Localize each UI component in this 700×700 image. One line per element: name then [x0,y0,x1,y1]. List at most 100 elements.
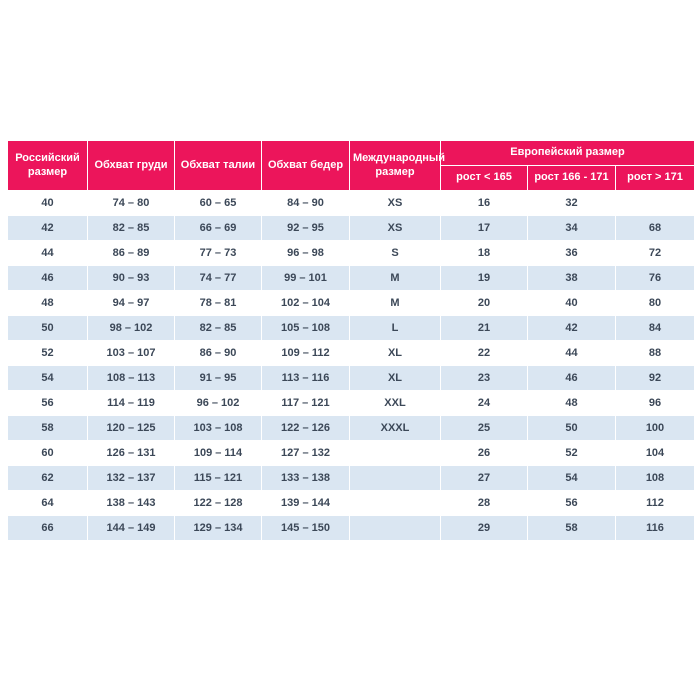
col-header-chest: Обхват груди [87,140,175,191]
table-cell: 62 [7,465,88,491]
col-header-russian-size: Российский размер [7,140,88,191]
table-cell: 46 [527,365,616,391]
table-cell: 117 – 121 [261,390,350,416]
table-cell: 112 [615,490,695,516]
table-row: 66 144 – 149 129 – 134 145 – 150 29 58 116 [7,515,695,541]
table-cell: XS [349,190,441,216]
table-cell: 139 – 144 [261,490,350,516]
header-row-main: Российский размер Обхват груди Обхват та… [7,140,695,191]
table-cell: 23 [440,365,528,391]
table-cell: 16 [440,190,528,216]
table-cell: 42 [7,215,88,241]
table-cell: 36 [527,240,616,266]
col-header-height-166-171: рост 166 - 171 [527,165,616,191]
table-row: 44 86 – 89 77 – 73 96 – 98 S 18 36 72 [7,240,695,266]
table-cell: XXL [349,390,441,416]
table-cell: 19 [440,265,528,291]
table-cell: 96 – 102 [174,390,262,416]
table-header: Российский размер Обхват груди Обхват та… [7,140,695,191]
table-cell: 92 – 95 [261,215,350,241]
table-cell: 129 – 134 [174,515,262,541]
table-cell: 48 [527,390,616,416]
table-cell: 77 – 73 [174,240,262,266]
table-cell: 102 – 104 [261,290,350,316]
col-header-waist: Обхват талии [174,140,262,191]
table-cell: 28 [440,490,528,516]
table-cell: 38 [527,265,616,291]
table-cell: 82 – 85 [174,315,262,341]
table-cell: 108 [615,465,695,491]
table-cell: 115 – 121 [174,465,262,491]
table-cell: 40 [7,190,88,216]
table-cell: M [349,265,441,291]
table-cell: 22 [440,340,528,366]
table-row: 46 90 – 93 74 – 77 99 – 101 M 19 38 76 [7,265,695,291]
table-cell: 82 – 85 [87,215,175,241]
table-cell: XL [349,365,441,391]
table-cell: 105 – 108 [261,315,350,341]
table-cell: 48 [7,290,88,316]
table-cell: 52 [527,440,616,466]
col-header-height-gt-171: рост > 171 [615,165,695,191]
table-cell: 86 – 90 [174,340,262,366]
table-cell: 92 [615,365,695,391]
table-cell: XXXL [349,415,441,441]
table-cell: 99 – 101 [261,265,350,291]
table-cell: 145 – 150 [261,515,350,541]
table-cell: 78 – 81 [174,290,262,316]
table-cell [349,465,441,491]
table-cell: 46 [7,265,88,291]
table-cell: 68 [615,215,695,241]
table-cell: 58 [527,515,616,541]
table-cell: 29 [440,515,528,541]
header-row-sub: рост < 165 рост 166 - 171 рост > 171 [8,165,695,191]
table-cell: 25 [440,415,528,441]
table-cell: 94 – 97 [87,290,175,316]
col-header-hips: Обхват бедер [261,140,350,191]
table-cell: 103 – 108 [174,415,262,441]
table-cell: 86 – 89 [87,240,175,266]
table-cell: 103 – 107 [87,340,175,366]
table-cell: 42 [527,315,616,341]
table-cell: 122 – 128 [174,490,262,516]
table-body: 40 74 – 80 60 – 65 84 – 90 XS 16 32 42 82 – 85 66… [7,190,695,541]
col-header-international-size: Международный размер [349,140,445,191]
table-cell: 126 – 131 [87,440,175,466]
table-row: 52 103 – 107 86 – 90 109 – 112 XL 22 44 88 [7,340,695,366]
table-cell: 100 [615,415,695,441]
table-cell: 80 [615,290,695,316]
table-cell: 66 – 69 [174,215,262,241]
table-cell: 120 – 125 [87,415,175,441]
table-cell: 74 – 80 [87,190,175,216]
table-cell [349,440,441,466]
table-cell: 84 – 90 [261,190,350,216]
table-cell: 109 – 112 [261,340,350,366]
table-cell: 27 [440,465,528,491]
table-cell: 66 [7,515,88,541]
table-cell: 144 – 149 [87,515,175,541]
table-row: 60 126 – 131 109 – 114 127 – 132 26 52 104 [7,440,695,466]
table-cell: 114 – 119 [87,390,175,416]
table-cell: 116 [615,515,695,541]
size-chart-table: Российский размер Обхват груди Обхват та… [7,140,695,541]
table-cell: 58 [7,415,88,441]
table-cell: 17 [440,215,528,241]
table-cell: 40 [527,290,616,316]
table-cell: 20 [440,290,528,316]
table-cell [349,515,441,541]
table-cell: 96 [615,390,695,416]
table-cell: 84 [615,315,695,341]
table-cell: 44 [7,240,88,266]
table-row: 56 114 – 119 96 – 102 117 – 121 XXL 24 48 96 [7,390,695,416]
table-cell: L [349,315,441,341]
table-cell: 113 – 116 [261,365,350,391]
table-row: 40 74 – 80 60 – 65 84 – 90 XS 16 32 [7,190,695,216]
table-cell: 21 [440,315,528,341]
table-cell: 108 – 113 [87,365,175,391]
table-cell: 109 – 114 [174,440,262,466]
table-cell: 32 [527,190,616,216]
table-cell: 24 [440,390,528,416]
table-cell: 56 [527,490,616,516]
table-cell: 54 [7,365,88,391]
table-cell: M [349,290,441,316]
